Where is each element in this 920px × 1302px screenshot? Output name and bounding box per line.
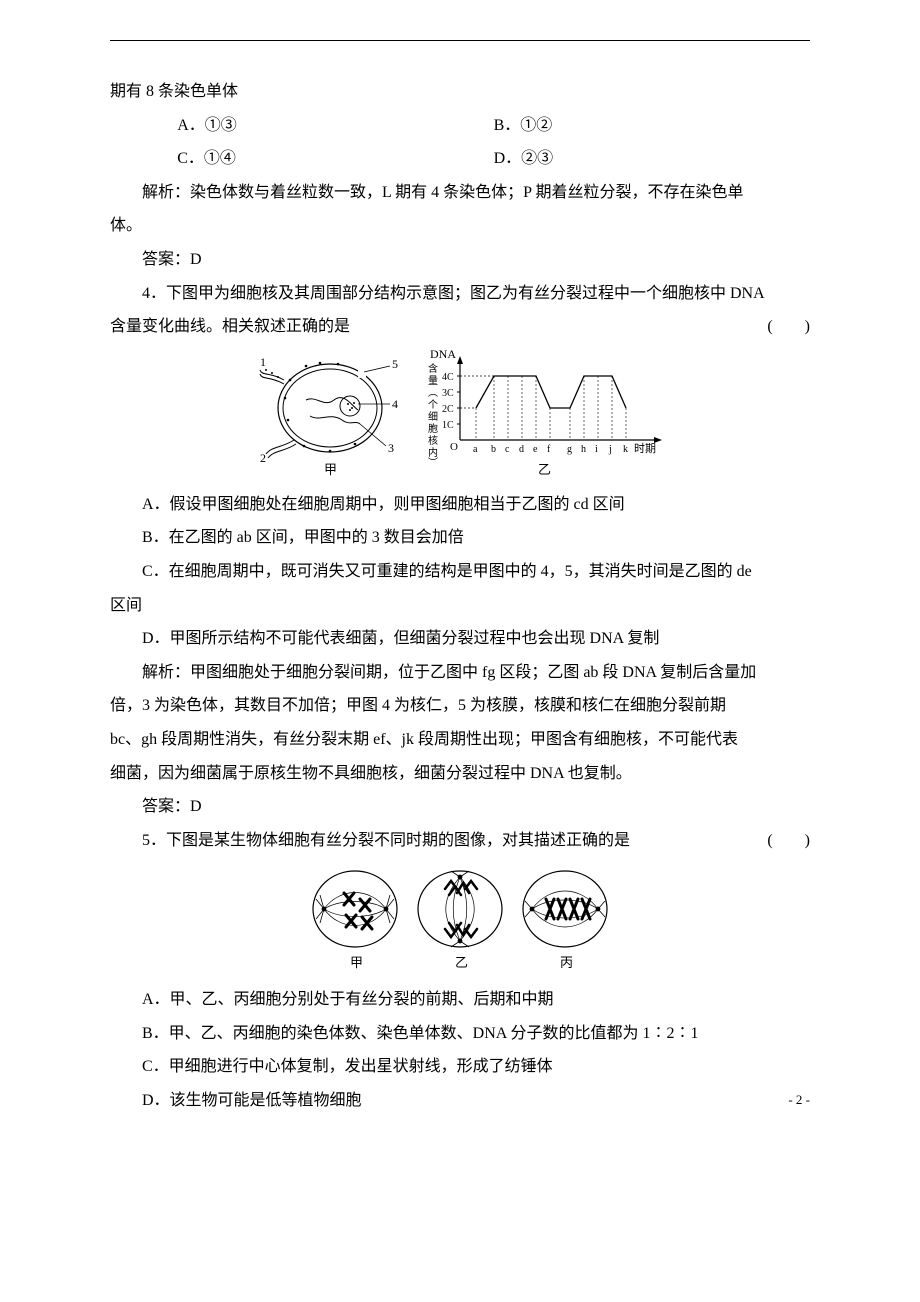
svg-text:j: j bbox=[608, 444, 612, 455]
q4-opt-a: A．假设甲图细胞处在细胞周期中，则甲图细胞相当于乙图的 cd 区间 bbox=[110, 488, 810, 522]
svg-text:O: O bbox=[450, 441, 458, 453]
q4-analysis-b: 倍，3 为染色体，其数目不加倍；甲图 4 为核仁，5 为核膜，核膜和核仁在细胞分… bbox=[110, 689, 810, 723]
q4-analysis-a: 解析：甲图细胞处于细胞分裂间期，位于乙图中 fg 区段；乙图 ab 段 DNA … bbox=[110, 656, 810, 690]
svg-text:i: i bbox=[595, 444, 598, 455]
svg-text:3C: 3C bbox=[442, 388, 454, 399]
fig2-cap-a: 甲 bbox=[350, 955, 363, 970]
svg-text:量: 量 bbox=[428, 375, 438, 387]
svg-text:︶: ︶ bbox=[428, 457, 438, 469]
q3-options-row2: C．①④ D．②③ bbox=[110, 142, 810, 176]
q4-analysis-c: bc、gh 段周期性消失，有丝分裂末期 ef、jk 段周期性出现；甲图含有细胞核… bbox=[110, 723, 810, 757]
frag-line: 期有 8 条染色单体 bbox=[110, 75, 810, 109]
q4-opt-b: B．在乙图的 ab 区间，甲图中的 3 数目会加倍 bbox=[110, 521, 810, 555]
fig1-label-4: 4 bbox=[392, 397, 398, 411]
fig1-label-3: 3 bbox=[388, 441, 394, 455]
svg-text:个: 个 bbox=[428, 399, 438, 411]
page-number: - 2 - bbox=[788, 1086, 810, 1113]
svg-text:g: g bbox=[567, 444, 572, 455]
svg-text:c: c bbox=[505, 444, 510, 455]
svg-text:h: h bbox=[581, 444, 586, 455]
q5-opt-a: A．甲、乙、丙细胞分别处于有丝分裂的前期、后期和中期 bbox=[110, 983, 810, 1017]
figure-2: 甲 bbox=[110, 863, 810, 973]
svg-text:1C: 1C bbox=[442, 420, 454, 431]
q5-stem-text: 5．下图是某生物体细胞有丝分裂不同时期的图像，对其描述正确的是 bbox=[142, 832, 630, 849]
q5-opt-d: D．该生物可能是低等植物细胞 bbox=[110, 1084, 810, 1118]
q5-bracket: ( ) bbox=[735, 824, 810, 858]
q5-opt-c: C．甲细胞进行中心体复制，发出星状射线，形成了纺锤体 bbox=[110, 1050, 810, 1084]
opt-a: A．①③ bbox=[177, 109, 493, 143]
q4-opt-c: C．在细胞周期中，既可消失又可重建的结构是甲图中的 4，5，其消失时间是乙图的 … bbox=[110, 555, 810, 589]
svg-text:胞: 胞 bbox=[428, 423, 438, 435]
svg-text:2C: 2C bbox=[442, 404, 454, 415]
svg-text:细: 细 bbox=[428, 410, 438, 423]
svg-text:b: b bbox=[491, 444, 496, 455]
q3-answer: 答案：D bbox=[110, 243, 810, 277]
svg-text:4C: 4C bbox=[442, 372, 454, 383]
q4-opt-c2: 区间 bbox=[110, 589, 810, 623]
top-rule bbox=[110, 40, 810, 41]
figure-1: 1 2 3 4 5 甲 DNA 含 量 ︵ 个 细 胞 核 bbox=[110, 350, 810, 480]
fig1-label-1: 1 bbox=[260, 355, 266, 369]
q4-bracket: ( ) bbox=[767, 310, 810, 344]
svg-text:︵: ︵ bbox=[428, 388, 438, 399]
fig2-cap-c: 丙 bbox=[560, 955, 573, 970]
figure-2-svg: 甲 bbox=[295, 863, 625, 973]
q5-opt-b: B．甲、乙、丙细胞的染色体数、染色单体数、DNA 分子数的比值都为 1∶2∶1 bbox=[110, 1017, 810, 1051]
svg-text:a: a bbox=[473, 444, 478, 455]
q3-analysis-1: 解析：染色体数与着丝粒数一致，L 期有 4 条染色体；P 期着丝粒分裂，不存在染… bbox=[110, 176, 810, 210]
q4-stem-1: 4．下图甲为细胞核及其周围部分结构示意图；图乙为有丝分裂过程中一个细胞核中 DN… bbox=[110, 277, 810, 311]
svg-text:e: e bbox=[533, 444, 538, 455]
fig1-label-2: 2 bbox=[260, 451, 266, 465]
q4-stem-2: 含量变化曲线。相关叙述正确的是 ( ) bbox=[110, 310, 810, 344]
svg-text:时期: 时期 bbox=[634, 442, 656, 455]
q3-options-row1: A．①③ B．①② bbox=[110, 109, 810, 143]
opt-c: C．①④ bbox=[177, 142, 493, 176]
q3-analysis-2: 体。 bbox=[110, 209, 810, 243]
q4-answer: 答案：D bbox=[110, 790, 810, 824]
fig1-caption-right: 乙 bbox=[538, 462, 551, 477]
fig1-ylabel-dna: DNA bbox=[430, 350, 456, 361]
svg-text:核: 核 bbox=[428, 434, 438, 447]
svg-text:d: d bbox=[519, 444, 524, 455]
fig1-caption-left: 甲 bbox=[324, 462, 337, 477]
q4-analysis-d: 细菌，因为细菌属于原核生物不具细胞核，细菌分裂过程中 DNA 也复制。 bbox=[110, 757, 810, 791]
opt-b: B．①② bbox=[494, 109, 810, 143]
opt-d: D．②③ bbox=[494, 142, 810, 176]
svg-text:f: f bbox=[547, 444, 551, 455]
fig1-label-5: 5 bbox=[392, 357, 398, 371]
q5-stem: 5．下图是某生物体细胞有丝分裂不同时期的图像，对其描述正确的是 ( ) bbox=[110, 824, 810, 858]
svg-text:k: k bbox=[623, 444, 628, 455]
fig1-ylabel-v: 含 bbox=[428, 362, 438, 375]
q4-opt-d: D．甲图所示结构不可能代表细菌，但细菌分裂过程中也会出现 DNA 复制 bbox=[110, 622, 810, 656]
fig2-cap-b: 乙 bbox=[455, 955, 468, 970]
figure-1-svg: 1 2 3 4 5 甲 DNA 含 量 ︵ 个 细 胞 核 bbox=[250, 350, 670, 480]
q4-stem-2-text: 含量变化曲线。相关叙述正确的是 bbox=[110, 318, 350, 335]
